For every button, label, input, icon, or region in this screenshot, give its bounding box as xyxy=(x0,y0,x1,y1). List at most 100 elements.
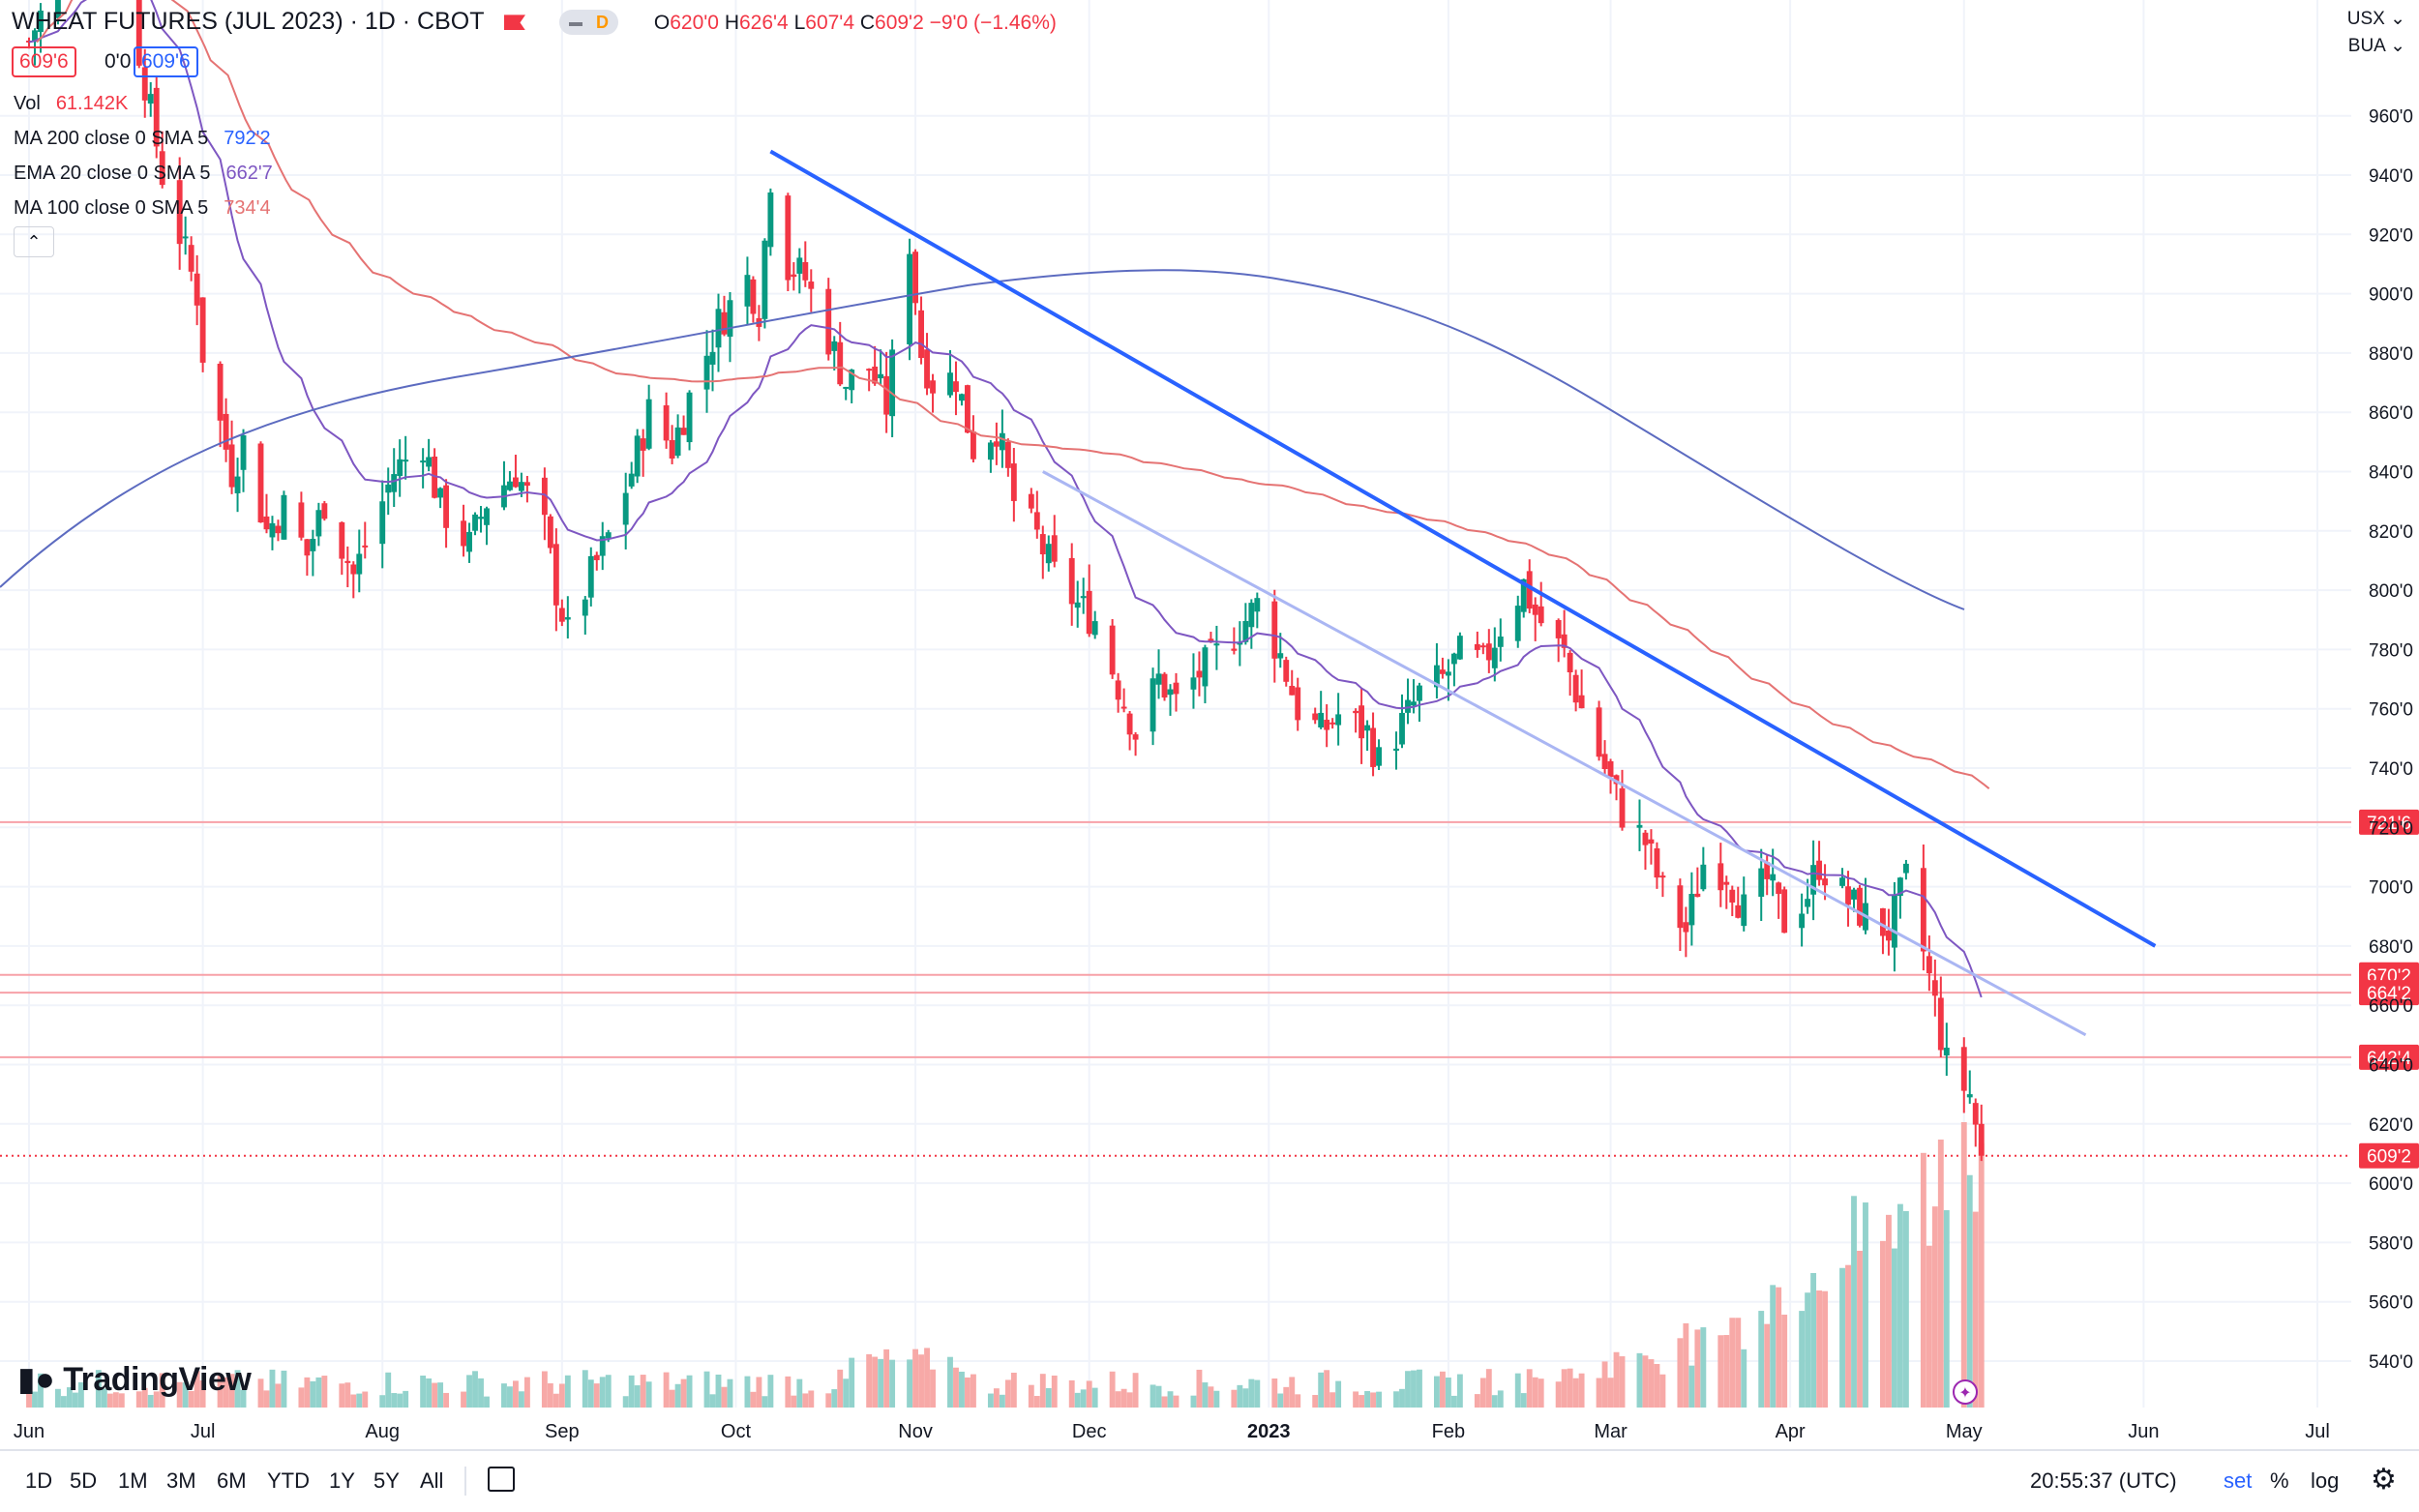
volume-bar xyxy=(1839,1267,1845,1408)
tf-3m[interactable]: 3M xyxy=(166,1468,196,1493)
volume-bar xyxy=(1601,1361,1608,1408)
candle-body xyxy=(310,539,316,551)
volume-bar xyxy=(391,1393,398,1408)
volume-bar xyxy=(147,1394,154,1408)
volume-bar xyxy=(1700,1327,1707,1408)
volume-bar xyxy=(26,1388,32,1408)
tf-1m[interactable]: 1M xyxy=(118,1468,148,1493)
volume-bar xyxy=(1485,1369,1492,1408)
candle-body xyxy=(558,608,565,622)
volume-bar xyxy=(1972,1211,1979,1408)
legend-ma200[interactable]: MA 200 close 0 SMA 5 792'2 xyxy=(14,128,271,150)
volume-bar xyxy=(240,1389,247,1408)
flag-icon[interactable] xyxy=(504,15,525,31)
tf-6m[interactable]: 6M xyxy=(217,1468,247,1493)
ema20-line xyxy=(28,0,1983,998)
y-tick-label: 640'0 xyxy=(2369,1056,2413,1077)
volume-bar xyxy=(484,1396,490,1408)
volume-bar xyxy=(721,1386,728,1408)
volume-bar xyxy=(1960,1122,1967,1408)
gear-icon[interactable]: ⚙ xyxy=(2371,1464,2397,1496)
volume-bar xyxy=(118,1393,125,1408)
volume-bar xyxy=(1683,1322,1689,1408)
volume-bars xyxy=(26,1122,1985,1408)
volume-bar xyxy=(674,1383,681,1408)
minus-icon xyxy=(568,21,582,26)
y-tick-label: 860'0 xyxy=(2369,403,2413,424)
candle-body xyxy=(1886,930,1892,941)
candle-body xyxy=(1648,839,1655,845)
candle-body xyxy=(344,560,351,564)
volume-bar xyxy=(918,1354,924,1408)
volume-bar xyxy=(808,1390,815,1408)
session-toggle[interactable]: set xyxy=(2224,1468,2253,1493)
legend-volume[interactable]: Vol 61.142K xyxy=(14,93,128,115)
volume-bar xyxy=(605,1375,612,1408)
volume-bar xyxy=(1931,1206,1938,1408)
utc-clock[interactable]: 20:55:37 (UTC) xyxy=(2030,1468,2177,1493)
candle-body xyxy=(1741,894,1747,927)
volume-bar xyxy=(907,1359,913,1408)
candle-body xyxy=(750,279,757,314)
x-tick-label: May xyxy=(1946,1421,1983,1442)
candle-body xyxy=(1839,877,1845,886)
volume-bar xyxy=(1776,1287,1782,1408)
volume-bar xyxy=(1902,1210,1909,1408)
volume-bar xyxy=(298,1387,305,1408)
volume-bar xyxy=(953,1367,959,1408)
volume-bar xyxy=(1613,1351,1620,1408)
volume-bar xyxy=(339,1383,345,1408)
tf-5y[interactable]: 5Y xyxy=(373,1468,400,1493)
tf-all[interactable]: All xyxy=(420,1468,444,1493)
currency-selector[interactable]: USX ⌄ xyxy=(2347,8,2405,30)
candle-body xyxy=(1254,598,1261,612)
tf-5d[interactable]: 5D xyxy=(70,1468,98,1493)
volume-bar xyxy=(1289,1377,1296,1408)
candle-body xyxy=(1479,645,1486,648)
tf-ytd[interactable]: YTD xyxy=(267,1468,310,1493)
candle-body xyxy=(1966,1094,1973,1098)
tf-1d[interactable]: 1D xyxy=(25,1468,53,1493)
candle-body xyxy=(1450,653,1457,665)
indicator-value: 734'4 xyxy=(224,197,271,219)
candle-body xyxy=(744,275,751,307)
unit-selector[interactable]: BUA ⌄ xyxy=(2348,35,2405,57)
volume-bar xyxy=(461,1391,466,1408)
legend-ma100[interactable]: MA 100 close 0 SMA 5 734'4 xyxy=(14,197,271,220)
candle-body xyxy=(872,366,879,384)
collapse-legend-button[interactable]: ⌃ xyxy=(14,226,54,257)
market-status-pill[interactable]: D xyxy=(558,10,618,36)
y-tick-label: 800'0 xyxy=(2369,581,2413,602)
candle-body xyxy=(356,553,363,575)
log-toggle[interactable]: log xyxy=(2311,1468,2340,1493)
volume-bar xyxy=(1335,1380,1342,1408)
candle-body xyxy=(930,380,936,394)
candle-body xyxy=(971,431,976,460)
legend-ema20[interactable]: EMA 20 close 0 SMA 5 662'7 xyxy=(14,163,273,185)
percent-toggle[interactable]: % xyxy=(2270,1468,2289,1493)
volume-bar xyxy=(1393,1391,1399,1408)
indicator-value: 61.142K xyxy=(55,93,129,114)
candle-body xyxy=(564,617,571,620)
buy-price[interactable]: 609'6 xyxy=(134,46,198,77)
candle-body xyxy=(918,310,924,359)
candle-body xyxy=(1538,606,1544,624)
indicator-label: Vol xyxy=(14,93,41,114)
calendar-icon[interactable] xyxy=(488,1467,515,1492)
volume-bar xyxy=(987,1393,994,1408)
tf-1y[interactable]: 1Y xyxy=(329,1468,355,1493)
candle-body xyxy=(808,282,815,289)
candle-body xyxy=(1115,680,1121,700)
y-tick-label: 680'0 xyxy=(2369,937,2413,958)
tradingview-logo[interactable]: ▮● TradingView xyxy=(17,1360,252,1399)
flash-icon[interactable]: ✦ xyxy=(1953,1379,1978,1405)
volume-bar xyxy=(1561,1369,1568,1408)
symbol-title[interactable]: WHEAT FUTURES (JUL 2023) · 1D · CBOT xyxy=(12,8,485,35)
volume-bar xyxy=(1526,1369,1533,1408)
level-label: 721'6 xyxy=(2367,814,2411,834)
volume-bar xyxy=(744,1376,751,1408)
sell-price[interactable]: 609'6 xyxy=(12,46,76,77)
volume-bar xyxy=(1943,1210,1950,1408)
y-tick-label: 540'0 xyxy=(2369,1352,2413,1373)
